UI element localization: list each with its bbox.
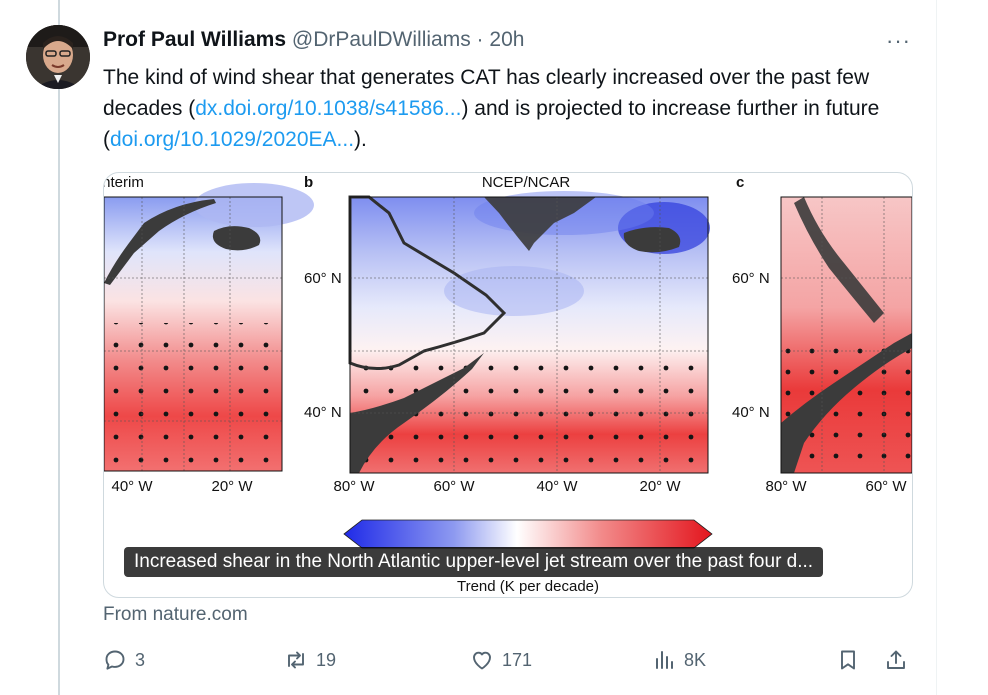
panel-b-lat-40: 40° N [304, 404, 342, 421]
thread-line [58, 0, 60, 695]
panel-c-letter: c [736, 174, 744, 191]
reply-button[interactable]: 3 [103, 648, 145, 672]
avatar[interactable] [26, 25, 90, 89]
reply-icon [105, 650, 125, 670]
panel-c-lat-60: 60° N [732, 270, 770, 287]
tweet-text: The kind of wind shear that generates CA… [103, 62, 903, 155]
panel-b-lon-label: 60° W [433, 478, 475, 495]
panel-b-title: NCEP/NCAR [482, 174, 571, 191]
repost-count: 19 [316, 649, 337, 670]
separator-dot: · [476, 28, 484, 51]
repost-icon [288, 651, 304, 669]
more-options-button[interactable]: ··· [886, 28, 911, 53]
figure-image: Interim b NCEP/NCAR c 60° N 40° N 60° N … [104, 174, 912, 595]
panel-a-lon-label: 40° W [111, 478, 153, 495]
panel-c-lon-label: 60° W [865, 478, 907, 495]
image-caption: Increased shear in the North Atlantic up… [124, 547, 824, 577]
tweet-header: Prof Paul Williams @DrPaulDWilliams · 20… [103, 28, 524, 52]
tweet-text-part-1: The kind of wind shear that generates CA… [103, 66, 870, 120]
tweet-time[interactable]: 20h [489, 28, 525, 51]
tweet-text-part-2: ) and is projected to increase further i… [103, 97, 880, 151]
author-name[interactable]: Prof Paul Williams [103, 28, 287, 51]
avatar-image [26, 25, 90, 89]
bookmark-icon [841, 650, 855, 670]
bookmark-button[interactable] [836, 648, 868, 672]
view-count: 8K [684, 649, 707, 670]
panel-a-title: Interim [104, 174, 144, 191]
like-count: 171 [502, 649, 533, 670]
tweet-actions: 3 19 171 8K [0, 648, 988, 682]
panel-c-lat-40: 40° N [732, 404, 770, 421]
panel-b-lon-label: 80° W [333, 478, 375, 495]
card-source[interactable]: From nature.com [103, 604, 248, 625]
timeline-border [936, 0, 937, 695]
media-card[interactable]: Interim b NCEP/NCAR c 60° N 40° N 60° N … [103, 172, 913, 598]
panel-b-lat-60: 60° N [304, 270, 342, 287]
share-icon [887, 650, 905, 669]
repost-button[interactable]: 19 [284, 648, 336, 672]
doi-link-2[interactable]: doi.org/10.1029/2020EA... [110, 128, 355, 151]
heart-icon [473, 651, 491, 670]
panel-b-lon-label: 40° W [536, 478, 578, 495]
author-handle[interactable]: @DrPaulDWilliams [291, 28, 471, 51]
panel-b-lon-label: 20° W [639, 478, 681, 495]
colorbar-label: Trend (K per decade) [457, 578, 599, 595]
analytics-icon [656, 651, 673, 669]
doi-link-1[interactable]: dx.doi.org/10.1038/s41586... [195, 97, 462, 120]
like-button[interactable]: 171 [470, 648, 532, 672]
panel-b-letter: b [304, 174, 313, 191]
views-button[interactable]: 8K [652, 648, 706, 672]
panel-c-lon-label: 80° W [765, 478, 807, 495]
reply-count: 3 [135, 649, 146, 670]
panel-a-lon-label: 20° W [211, 478, 253, 495]
share-button[interactable] [884, 648, 916, 672]
tweet-text-part-3: ). [354, 128, 367, 151]
